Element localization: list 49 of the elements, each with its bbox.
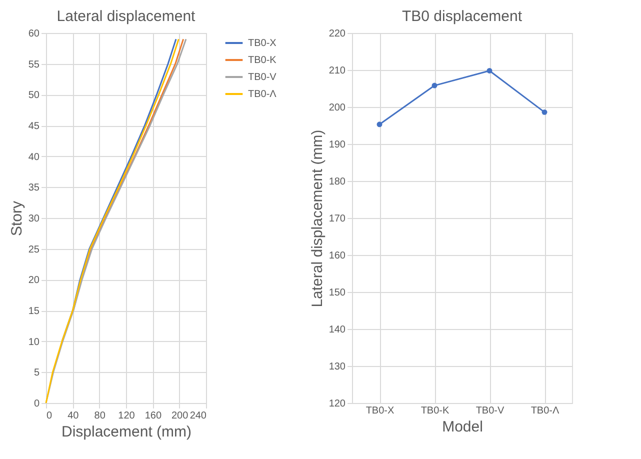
y-tick-label: 210 — [328, 66, 346, 76]
y-axis-title: Story — [8, 200, 26, 236]
y-tick-label: 200 — [328, 102, 346, 114]
y-tick-label: 170 — [328, 214, 346, 224]
x-tick-label: 40 — [68, 410, 80, 422]
legend-label: TB0-K — [248, 55, 277, 66]
y-tick-label: 20 — [28, 275, 40, 286]
x-axis-title: Model — [442, 418, 483, 436]
y-tick-label: 30 — [28, 214, 40, 224]
chart-title: TB0 displacement — [402, 8, 523, 25]
y-tick-label: 40 — [28, 152, 40, 163]
y-tick-label: 60 — [28, 28, 40, 40]
x-tick-label: 200 — [171, 410, 189, 422]
y-tick-label: 10 — [28, 336, 40, 348]
point — [486, 68, 492, 74]
point — [542, 109, 548, 115]
y-tick-label: 130 — [328, 362, 346, 372]
chart-title: Lateral displacement — [56, 8, 196, 25]
point — [376, 122, 382, 128]
y-tick-label: 220 — [328, 28, 346, 40]
y-tick-label: 35 — [28, 182, 40, 194]
y-tick-label: 180 — [328, 176, 346, 188]
legend-label: TB0-V — [248, 72, 277, 83]
y-tick-label: 0 — [34, 398, 40, 410]
y-tick-label: 150 — [328, 288, 346, 298]
y-tick-label: 45 — [28, 121, 40, 132]
point — [432, 82, 438, 88]
y-axis-title: Lateral displacement (mm) — [308, 130, 326, 308]
y-tick-label: 15 — [28, 306, 40, 317]
x-tick-label: TB0-X — [366, 406, 394, 416]
x-tick-label: 240 — [190, 410, 207, 422]
y-tick-label: 120 — [328, 398, 346, 410]
y-tick-label: 55 — [28, 59, 40, 70]
y-tick-label: 50 — [28, 90, 40, 102]
x-tick-label: 120 — [118, 410, 136, 422]
x-tick-label: TB0-K — [420, 406, 450, 416]
y-tick-label: 190 — [328, 140, 346, 150]
y-tick-label: 160 — [328, 250, 346, 262]
legend-label: TB0-Λ — [248, 89, 277, 100]
x-tick-label: 160 — [144, 410, 162, 422]
x-axis-title: Displacement (mm) — [61, 424, 192, 440]
y-tick-label: 5 — [34, 368, 40, 379]
x-tick-label: TB0-Λ — [530, 406, 560, 416]
x-tick-label: 80 — [94, 410, 106, 422]
x-tick-label: TB0-V — [476, 406, 504, 416]
y-tick-label: 140 — [328, 324, 346, 336]
legend-label: TB0-X — [248, 38, 277, 49]
y-tick-label: 25 — [28, 244, 40, 256]
x-tick-label: 0 — [46, 410, 52, 422]
